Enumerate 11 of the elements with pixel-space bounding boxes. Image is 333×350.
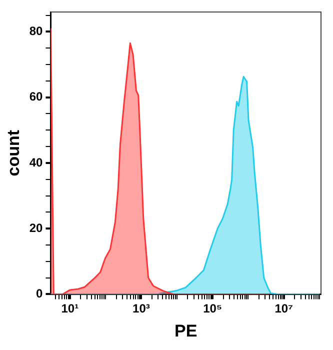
x-tick-label: 10⁷ [274, 302, 294, 316]
y-tick-label: 20 [29, 220, 44, 235]
y-tick-label: 80 [29, 24, 44, 38]
x-tick-label: 10⁵ [203, 302, 222, 316]
y-tick-label: 60 [29, 90, 44, 104]
x-tick-label: 10³ [132, 302, 150, 316]
y-tick-label: 0 [36, 286, 44, 301]
x-tick-label: 10¹ [61, 302, 79, 316]
x-axis-title: PE [174, 321, 198, 340]
y-axis-title: count [4, 130, 23, 176]
y-tick-label: 40 [29, 155, 44, 170]
